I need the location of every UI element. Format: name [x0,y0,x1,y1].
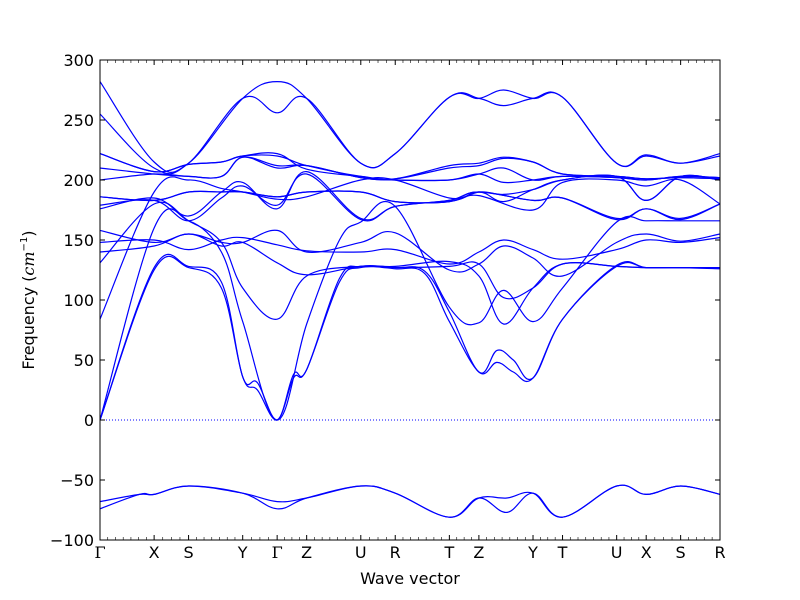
x-tick-label: Y [237,543,248,562]
y-tick-label: 100 [63,291,94,310]
y-axis-unit: cm [19,251,38,275]
band-line-16 [99,156,721,184]
x-tick-label: Y [527,543,538,562]
y-axis-unit-exponent: −1 [19,237,30,252]
y-tick-label: 300 [63,51,94,70]
x-tick-label: Z [473,543,484,562]
x-tick-label: S [676,543,686,562]
x-tick-label: T [557,543,568,562]
x-tick-label: Γ [94,543,105,562]
y-tick-label: 200 [63,171,94,190]
x-tick-label: S [183,543,193,562]
x-tick-label: X [641,543,652,562]
x-axis-label: Wave vector [360,569,460,588]
y-tick-label: 0 [84,411,94,430]
band-line-10 [99,229,721,277]
y-axis-ticks: −100 −50 0 50 100 150 200 250 300 [50,51,720,550]
y-tick-label: −100 [50,531,94,550]
y-tick-label: 250 [63,111,94,130]
x-tick-label: Z [301,543,312,562]
x-tick-label: U [355,543,367,562]
x-tick-label: U [611,543,623,562]
y-tick-label: 150 [63,231,94,250]
x-tick-label: X [149,543,160,562]
y-axis-label: Frequency (cm−1) [19,230,38,369]
x-tick-label: T [443,543,454,562]
band-line-20 [99,80,721,173]
x-tick-label: R [390,543,401,562]
band-line-9 [99,236,721,265]
y-axis-label-text: Frequency [19,287,38,370]
band-line-18 [99,153,721,181]
band-line-5 [99,200,720,421]
band-line-8 [99,233,720,300]
band-curves [99,80,721,518]
band-line-12 [99,173,721,222]
y-tick-label: 50 [74,351,94,370]
x-tick-label: R [714,543,725,562]
y-tick-label: −50 [60,471,94,490]
band-line-2 [99,484,721,518]
x-tick-label: Γ [272,543,283,562]
